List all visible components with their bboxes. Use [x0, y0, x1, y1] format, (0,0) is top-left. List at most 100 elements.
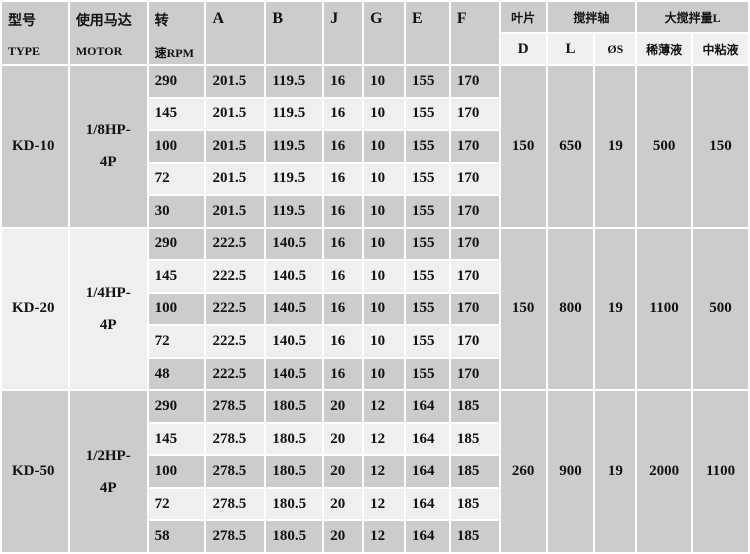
g-cell: 10 [364, 163, 404, 195]
rpm-cell: 100 [148, 293, 205, 325]
j-cell: 16 [324, 196, 363, 227]
b-cell: 140.5 [266, 326, 323, 357]
f-cell: 170 [450, 98, 499, 130]
shaft-s-cell: 19 [595, 391, 636, 552]
thin-liquid-cell: 2000 [637, 391, 692, 552]
f-cell: 170 [450, 326, 499, 357]
header-b: B [266, 2, 323, 64]
header-rpm-cn: 转 [154, 14, 169, 29]
a-cell: 222.5 [206, 326, 265, 357]
e-cell: 155 [405, 358, 449, 390]
rpm-cell: 48 [148, 358, 205, 390]
j-cell: 16 [324, 358, 363, 390]
b-cell: 140.5 [266, 293, 323, 325]
header-motor-cn: 使用马达 [75, 14, 132, 29]
g-cell: 12 [364, 391, 404, 422]
a-cell: 201.5 [206, 131, 265, 162]
f-cell: 170 [450, 228, 499, 260]
a-cell: 278.5 [206, 456, 265, 487]
header-rpm-en: 速RPM [154, 46, 194, 60]
rpm-cell: 145 [148, 261, 205, 292]
b-cell: 119.5 [266, 196, 323, 227]
a-cell: 222.5 [206, 228, 265, 260]
type-cell: KD-50 [2, 391, 68, 552]
rpm-cell: 72 [148, 326, 205, 357]
blade-d-cell: 150 [500, 228, 546, 390]
medium-viscosity-cell: 1100 [693, 391, 748, 552]
blade-d-cell: 150 [500, 66, 546, 227]
b-cell: 180.5 [266, 423, 323, 455]
header-thin: 稀薄液 [637, 34, 692, 64]
table-row: 145 222.5 140.5 16 10 155 170 [2, 261, 748, 292]
g-cell: 12 [364, 423, 404, 455]
b-cell: 119.5 [266, 66, 323, 97]
f-cell: 170 [450, 163, 499, 195]
rpm-cell: 100 [148, 456, 205, 487]
medium-viscosity-cell: 150 [693, 66, 748, 227]
table-row: 30 201.5 119.5 16 10 155 170 [2, 196, 748, 227]
e-cell: 155 [405, 66, 449, 97]
rpm-cell: 72 [148, 163, 205, 195]
motor-cell: 1/8HP- 4P [69, 66, 147, 227]
j-cell: 20 [324, 488, 363, 520]
b-cell: 180.5 [266, 391, 323, 422]
rpm-cell: 30 [148, 196, 205, 227]
table-row: 72 201.5 119.5 16 10 155 170 [2, 163, 748, 195]
a-cell: 278.5 [206, 521, 265, 552]
header-s: ØS [595, 34, 636, 64]
table-row: 145 201.5 119.5 16 10 155 170 [2, 98, 748, 130]
rpm-cell: 145 [148, 423, 205, 455]
type-cell: KD-10 [2, 66, 68, 227]
e-cell: 155 [405, 261, 449, 292]
g-cell: 10 [364, 358, 404, 390]
a-cell: 222.5 [206, 358, 265, 390]
type-cell: KD-20 [2, 228, 68, 390]
e-cell: 164 [405, 521, 449, 552]
blade-d-cell: 260 [500, 391, 546, 552]
b-cell: 180.5 [266, 521, 323, 552]
header-f: F [450, 2, 499, 64]
table-row: KD-20 1/4HP- 4P 290 222.5 140.5 16 10 155 170 150 8… [2, 228, 748, 390]
header-type-en: TYPE [8, 44, 41, 58]
rpm-cell: 290 [148, 228, 205, 260]
g-cell: 12 [364, 456, 404, 487]
b-cell: 119.5 [266, 98, 323, 130]
j-cell: 16 [324, 163, 363, 195]
table-row: 100 201.5 119.5 16 10 155 170 [2, 131, 748, 162]
table-row: 100 278.5 180.5 20 12 164 185 [2, 456, 748, 487]
motor-line: 4P [99, 479, 117, 496]
header-shaft: 搅拌轴 [547, 2, 636, 32]
e-cell: 155 [405, 228, 449, 260]
motor-line: 4P [99, 316, 117, 333]
b-cell: 180.5 [266, 456, 323, 487]
table-row: 58 278.5 180.5 20 12 164 185 [2, 521, 748, 552]
table-row: 145 278.5 180.5 20 12 164 185 [2, 423, 748, 455]
shaft-l-cell: 800 [547, 228, 594, 390]
header-capacity: 大搅拌量L [637, 2, 748, 32]
motor-cell: 1/4HP- 4P [69, 228, 147, 390]
a-cell: 201.5 [206, 163, 265, 195]
shaft-s-cell: 19 [595, 66, 636, 227]
j-cell: 16 [324, 98, 363, 130]
j-cell: 16 [324, 66, 363, 97]
g-cell: 12 [364, 521, 404, 552]
e-cell: 155 [405, 163, 449, 195]
header-rpm: 转速RPM [148, 2, 205, 64]
g-cell: 10 [364, 131, 404, 162]
shaft-s-cell: 19 [595, 228, 636, 390]
a-cell: 278.5 [206, 423, 265, 455]
f-cell: 170 [450, 131, 499, 162]
f-cell: 170 [450, 261, 499, 292]
header-type-cn: 型号 [8, 14, 36, 29]
g-cell: 10 [364, 66, 404, 97]
header-motor: 使用马达 MOTOR [69, 2, 147, 64]
f-cell: 185 [450, 488, 499, 520]
f-cell: 170 [450, 293, 499, 325]
b-cell: 140.5 [266, 228, 323, 260]
table-row: 72 222.5 140.5 16 10 155 170 [2, 326, 748, 357]
e-cell: 164 [405, 456, 449, 487]
rpm-cell: 58 [148, 521, 205, 552]
header-j: J [324, 2, 363, 64]
rpm-cell: 290 [148, 391, 205, 422]
e-cell: 155 [405, 196, 449, 227]
